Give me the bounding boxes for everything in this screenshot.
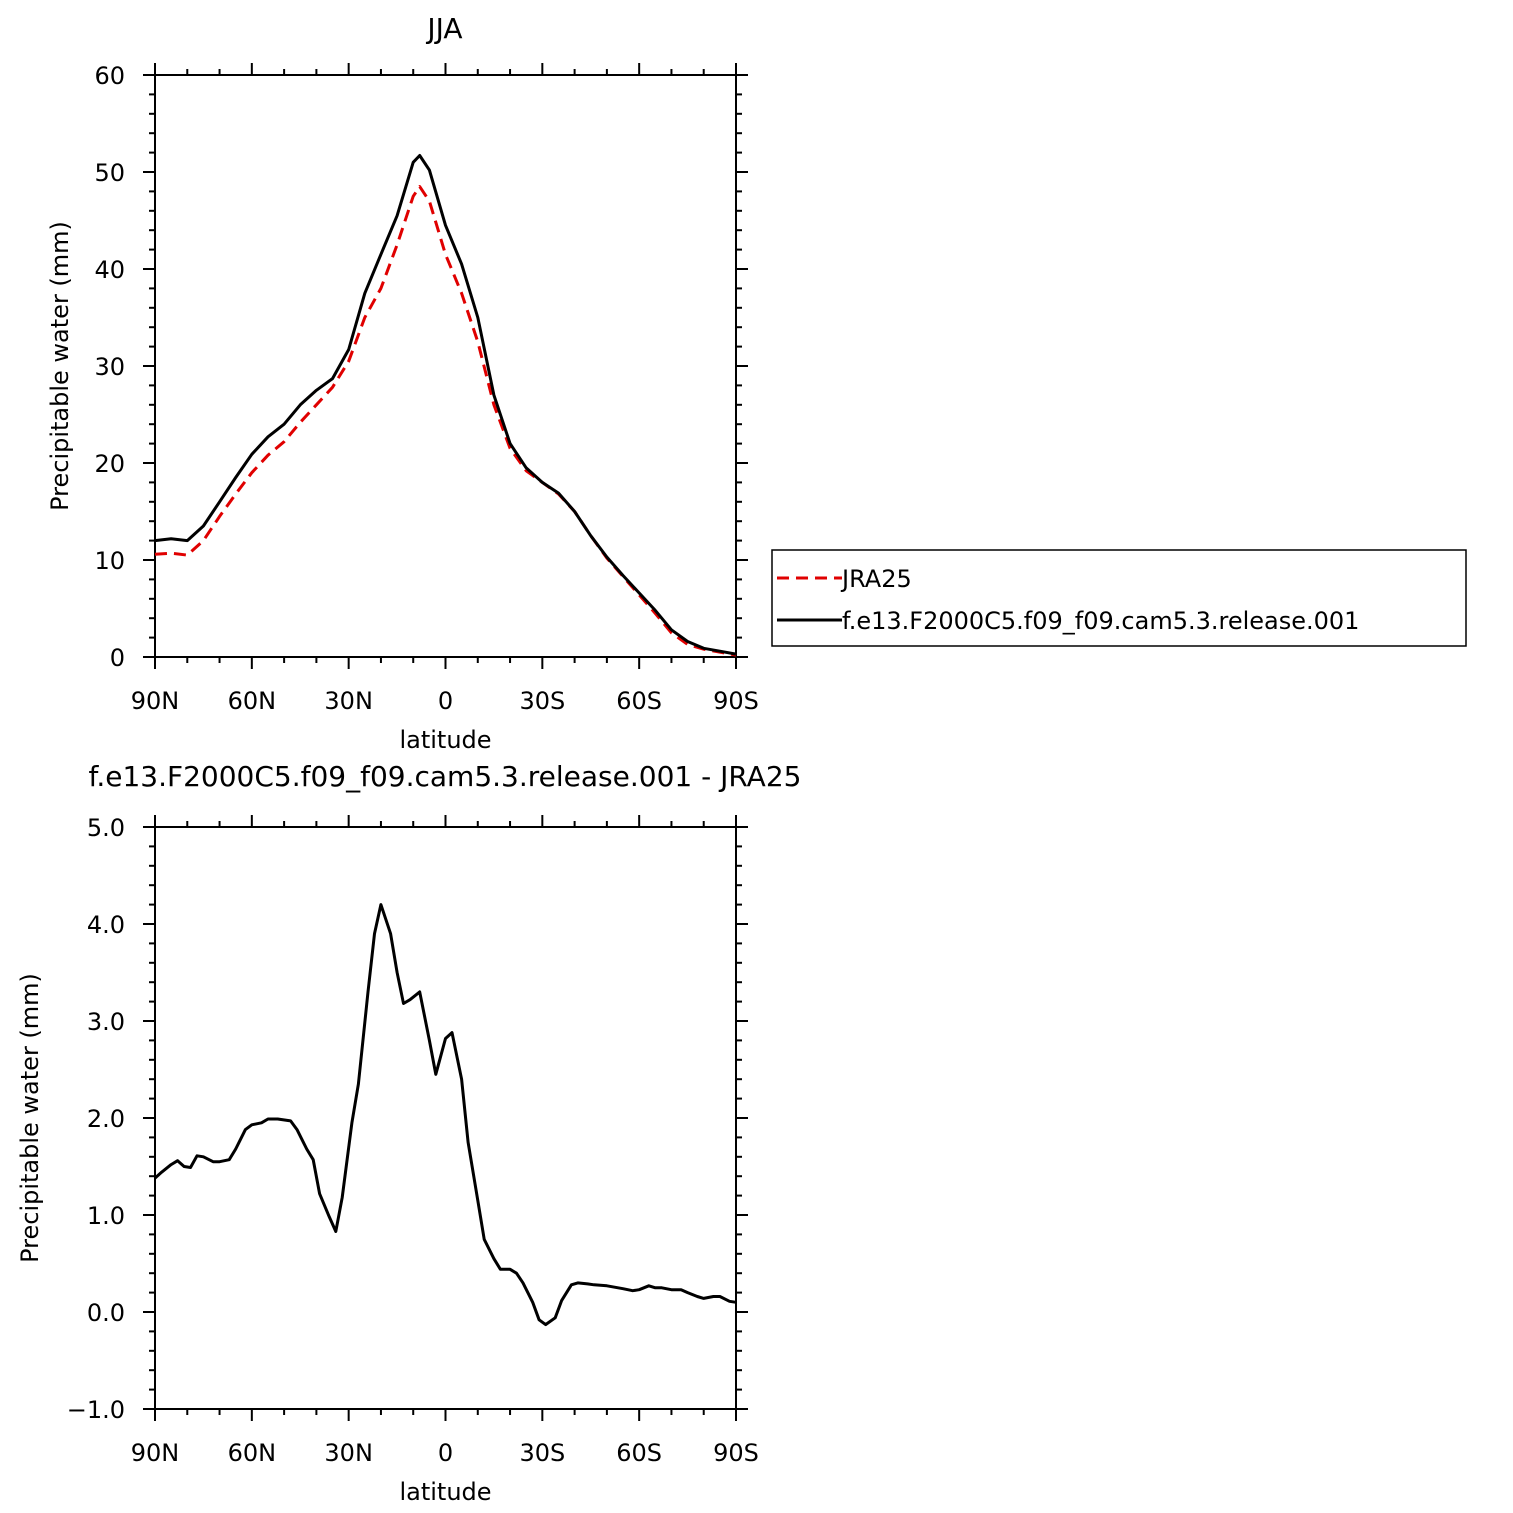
series-line-jra25 (154, 185, 737, 657)
series-line-1-0 (154, 903, 737, 1327)
x-tick-label: 90S (713, 687, 759, 715)
y-tick-label: 1.0 (87, 1202, 125, 1230)
bottom-panel-difference: 90N 60N 30N 0 30S 60S 90S −1.0 0.0 1.0 2.0 3.0 4.0 5.… (16, 760, 801, 1506)
y-axis-label: Precipitable water (mm) (46, 221, 74, 511)
x-tick-label: 0 (438, 1439, 453, 1467)
legend-box (771, 549, 1467, 647)
plot-frame (154, 826, 737, 1410)
x-tick-label: 30N (324, 687, 373, 715)
x-tick-label: 30S (519, 1439, 565, 1467)
legend: JRA25 f.e13.F2000C5.f09_f09.cam5.3.releas… (771, 549, 1467, 647)
plot-frame (154, 74, 737, 658)
x-tick-label: 90S (713, 1439, 759, 1467)
series-line-f-e13-f2000c5-f09-f09-cam5-3-release-001 (154, 154, 737, 656)
x-tick-label: 60N (228, 687, 277, 715)
y-tick-label: 60 (94, 62, 125, 90)
y-tick-label: 5.0 (87, 814, 125, 842)
x-tick-label: 30N (324, 1439, 373, 1467)
x-tick-label: 60S (616, 1439, 662, 1467)
y-tick-label: 3.0 (87, 1008, 125, 1036)
x-axis-label: latitude (399, 726, 491, 754)
y-tick-label: −1.0 (67, 1396, 125, 1424)
x-tick-label: 0 (438, 687, 453, 715)
y-tick-label: 50 (94, 159, 125, 187)
y-tick-label: 10 (94, 547, 125, 575)
x-tick-label: 60S (616, 687, 662, 715)
x-tick-label: 30S (519, 687, 565, 715)
x-tick-label: 90N (131, 1439, 180, 1467)
chart-title: f.e13.F2000C5.f09_f09.cam5.3.release.001… (89, 760, 802, 793)
chart-title: JJA (425, 12, 462, 45)
y-tick-label: 2.0 (87, 1105, 125, 1133)
x-axis-label: latitude (399, 1478, 491, 1506)
legend-entry: f.e13.F2000C5.f09_f09.cam5.3.release.001 (842, 607, 1359, 635)
top-panel-jja: 90N 60N 30N 0 30S 60S 90S 0 10 20 30 40 50 60 JJA latit… (46, 12, 759, 754)
x-tick-label: 90N (131, 687, 180, 715)
legend-entry: JRA25 (840, 565, 912, 593)
y-tick-label: 0 (110, 644, 125, 672)
y-tick-label: 20 (94, 450, 125, 478)
y-tick-label: 30 (94, 353, 125, 381)
y-tick-label: 0.0 (87, 1299, 125, 1327)
y-tick-label: 4.0 (87, 911, 125, 939)
y-tick-label: 40 (94, 256, 125, 284)
y-axis-label: Precipitable water (mm) (16, 973, 44, 1263)
x-tick-label: 60N (228, 1439, 277, 1467)
